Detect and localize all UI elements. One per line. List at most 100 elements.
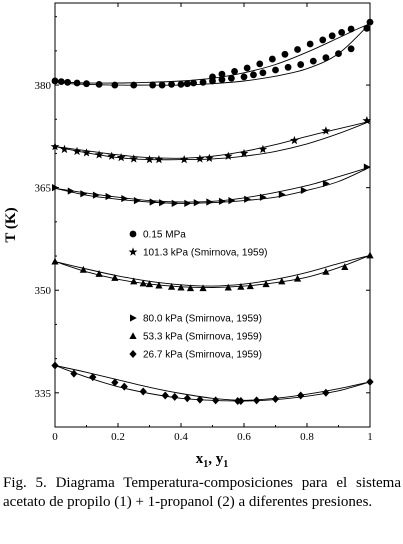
data-point-triangle-right <box>278 190 286 199</box>
y-tick-label: 365 <box>35 183 52 195</box>
data-point-triangle-up <box>111 274 119 281</box>
data-point-star <box>195 154 205 163</box>
data-point-circle <box>309 57 317 65</box>
data-point-triangle-up <box>224 283 232 291</box>
data-point-star <box>60 144 69 154</box>
data-point-triangle-up <box>199 284 207 292</box>
data-point-triangle-right <box>206 198 214 206</box>
data-point-circle <box>57 78 65 86</box>
data-point-circle <box>51 77 59 85</box>
data-point-circle <box>240 73 248 81</box>
data-point-diamond <box>120 382 128 391</box>
data-point-diamond <box>271 394 280 403</box>
data-point-triangle-right <box>171 199 179 207</box>
data-point-circle <box>272 66 279 74</box>
x-tick-label: 0 <box>52 431 58 443</box>
data-point-triangle-up <box>177 283 185 291</box>
y-axis-label: T (K) <box>3 207 19 242</box>
bubble-curve-series-3 <box>54 254 371 288</box>
data-point-circle <box>259 69 267 77</box>
data-point-circle <box>199 78 207 86</box>
y-tick-label: 350 <box>35 285 52 297</box>
data-point-triangle-right <box>67 187 75 195</box>
data-point-circle <box>183 80 191 88</box>
data-point-triangle-right <box>159 199 166 207</box>
data-point-triangle-up <box>145 280 154 288</box>
bubble-curve-series-2 <box>54 166 371 204</box>
data-point-diamond <box>51 361 59 370</box>
data-point-circle <box>281 50 289 58</box>
data-point-triangle-up <box>130 277 138 285</box>
data-point-triangle-right <box>244 195 251 203</box>
x-tick-label: 0.2 <box>111 431 125 443</box>
dew-curve-series-4 <box>54 365 371 401</box>
data-point-circle <box>363 24 371 32</box>
data-point-diamond <box>196 395 204 404</box>
data-point-star <box>94 150 104 159</box>
data-point-triangle-up <box>51 257 59 265</box>
x-tick-label: 0.6 <box>237 431 251 443</box>
bubble-curve-series-4 <box>54 365 371 402</box>
data-point-star <box>154 155 164 164</box>
data-point-diamond <box>366 377 374 386</box>
data-point-diamond <box>139 387 147 396</box>
legend-entry-label: 26.7 kPa (Smirnova, 1959) <box>143 350 262 361</box>
data-point-triangle-right <box>133 197 141 205</box>
data-point-diamond <box>253 396 261 405</box>
data-point-circle <box>347 25 355 33</box>
data-point-triangle-right <box>149 198 157 206</box>
data-point-triangle-up <box>293 274 302 282</box>
data-point-star <box>145 155 154 164</box>
bubble-curve-series-1 <box>54 120 371 161</box>
data-point-diamond <box>89 373 97 382</box>
data-point-triangle-right <box>322 179 330 188</box>
legend-entry-label: 0.15 MPa <box>143 230 186 241</box>
data-point-triangle-right <box>300 186 308 194</box>
data-point-triangle-right <box>184 199 192 207</box>
data-point-diamond <box>171 392 179 401</box>
data-point-circle <box>256 60 264 68</box>
data-point-star <box>72 146 82 156</box>
axis-ticks: 0 0.2 0.4 0.6 0.8 1 335 350 365 380 <box>35 3 373 443</box>
data-point-star <box>179 155 189 164</box>
data-point-star <box>258 144 268 154</box>
x-tick-label: 1 <box>367 431 373 443</box>
data-point-triangle-up <box>278 277 286 285</box>
data-point-triangle-up <box>139 279 147 287</box>
data-point-triangle-right <box>228 197 236 205</box>
data-point-circle <box>111 81 119 89</box>
data-point-triangle-up <box>95 270 103 277</box>
data-point-circle <box>149 81 157 89</box>
data-point-star <box>205 153 214 162</box>
data-point-circle <box>168 80 175 88</box>
data-point-triangle-right <box>52 184 59 192</box>
data-point-circle <box>243 64 251 72</box>
data-point-triangle-right <box>92 191 100 199</box>
data-point-circle <box>228 74 235 82</box>
data-point-star <box>107 151 117 160</box>
data-point-triangle-up <box>262 280 270 288</box>
data-point-diamond <box>212 396 220 405</box>
data-point-circle <box>322 54 330 62</box>
figure-caption: Fig. 5. Diagrama Temperatura-composicion… <box>3 475 401 510</box>
data-point-star <box>223 151 233 160</box>
data-point-circle <box>64 78 71 86</box>
legend-marker-triangle-right <box>130 314 137 322</box>
data-point-diamond <box>237 397 245 406</box>
chart: 0 0.2 0.4 0.6 0.8 1 335 350 365 380 0.15 MPa 101.3… <box>3 2 374 470</box>
data-point-circle <box>73 79 81 87</box>
data-point-circle <box>297 61 305 68</box>
dew-curve-series-1 <box>54 120 371 159</box>
x-axis-label: x1, y1 <box>196 451 229 470</box>
data-point-triangle-up <box>155 281 163 289</box>
data-point-diamond <box>183 394 191 403</box>
data-point-triangle-right <box>105 192 113 201</box>
legend-marker-diamond <box>129 350 137 358</box>
x-tick-label: 0.8 <box>300 431 314 443</box>
data-point-circle <box>209 73 216 81</box>
data-point-circle <box>190 79 198 87</box>
data-point-circle <box>158 81 166 89</box>
legend-entry-label: 53.3 kPa (Smirnova, 1959) <box>143 332 262 343</box>
data-point-star <box>290 135 299 145</box>
data-point-triangle-right <box>363 163 371 171</box>
